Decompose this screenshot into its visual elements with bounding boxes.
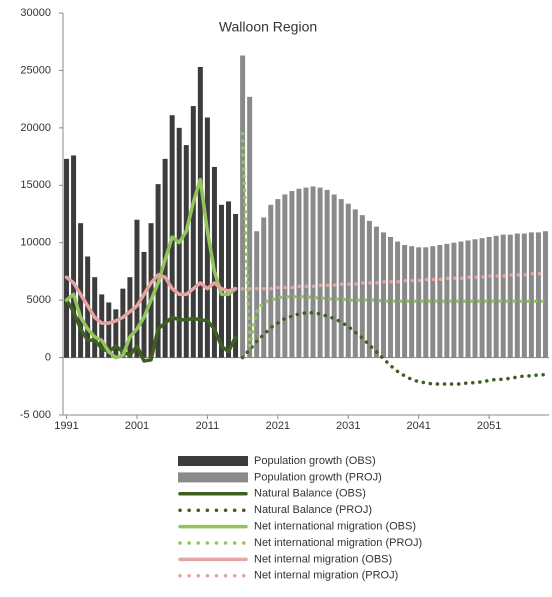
bar [493, 235, 499, 358]
bar [444, 243, 450, 358]
bar [148, 223, 154, 358]
x-tick-label: 2021 [266, 420, 290, 432]
legend-label: Population growth (PROJ) [254, 471, 382, 483]
chart-title: Walloon Region [219, 19, 317, 35]
bar [127, 277, 133, 358]
y-tick-label: 15000 [20, 179, 51, 191]
y-tick-label: 5000 [27, 294, 51, 306]
line [240, 311, 548, 386]
legend-label: Net internal migration (OBS) [254, 553, 392, 565]
bar [64, 158, 70, 358]
bar [240, 55, 246, 358]
bar [402, 245, 408, 358]
bar [78, 223, 84, 358]
bar [71, 155, 77, 358]
legend-label: Net international migration (PROJ) [254, 537, 422, 549]
bar [423, 247, 429, 358]
bar [303, 187, 309, 358]
bar [437, 245, 443, 358]
bar [521, 233, 527, 358]
bar [331, 194, 337, 358]
bar [141, 251, 147, 358]
x-tick-label: 1991 [54, 420, 78, 432]
bar [373, 226, 379, 358]
x-tick-label: 2041 [406, 420, 430, 432]
bar [465, 240, 471, 358]
bar [183, 145, 189, 358]
bar [268, 204, 274, 358]
y-tick-label: 25000 [20, 64, 51, 76]
bar [507, 234, 513, 358]
bar [542, 231, 548, 358]
bar [458, 241, 464, 358]
bar [528, 232, 534, 358]
y-tick-label: -5 000 [20, 409, 51, 421]
bar [430, 246, 436, 358]
bar [472, 239, 478, 358]
y-tick-label: 10000 [20, 237, 51, 249]
bar [296, 188, 302, 358]
bar [388, 236, 394, 358]
bar [99, 294, 105, 358]
bar [226, 201, 232, 358]
bar [254, 231, 260, 358]
bar [120, 288, 126, 358]
bar [190, 106, 196, 358]
x-tick-label: 2051 [477, 420, 501, 432]
line [64, 273, 238, 325]
line [64, 298, 238, 363]
bar [233, 214, 239, 358]
legend-swatch [178, 472, 248, 483]
bar [359, 215, 365, 358]
bar [409, 246, 415, 358]
bar [106, 302, 112, 358]
legend-label: Net internal migration (PROJ) [254, 570, 398, 582]
bar [395, 241, 401, 358]
bar [282, 194, 288, 358]
bar [535, 232, 541, 358]
x-tick-label: 2031 [336, 420, 360, 432]
y-tick-label: 20000 [20, 122, 51, 134]
bar [218, 204, 224, 358]
legend-label: Population growth (OBS) [254, 455, 376, 467]
x-tick-label: 2001 [125, 420, 149, 432]
bar [380, 232, 386, 358]
bar [486, 236, 492, 358]
bar [366, 220, 372, 358]
bar [500, 234, 506, 358]
bar [317, 187, 323, 358]
bar [345, 203, 351, 358]
bar [338, 199, 344, 358]
bar [247, 96, 253, 358]
bar [134, 219, 140, 358]
y-tick-label: 30000 [20, 7, 51, 19]
line [240, 271, 548, 291]
legend-swatch [178, 456, 248, 466]
line [64, 177, 238, 360]
bar [451, 242, 457, 358]
legend-label: Net international migration (OBS) [254, 521, 416, 533]
line [240, 131, 548, 348]
bar [479, 238, 485, 358]
bar [310, 186, 316, 358]
legend-label: Natural Balance (PROJ) [254, 504, 372, 516]
y-tick-label: 0 [45, 351, 51, 363]
bar [197, 66, 203, 358]
bar [324, 189, 330, 358]
bar [275, 199, 281, 358]
bar [416, 247, 422, 358]
x-tick-label: 2011 [196, 420, 220, 432]
bar [113, 309, 119, 358]
legend-label: Natural Balance (OBS) [254, 488, 366, 500]
bar [289, 191, 295, 358]
bar [514, 233, 520, 358]
bar [155, 184, 161, 358]
